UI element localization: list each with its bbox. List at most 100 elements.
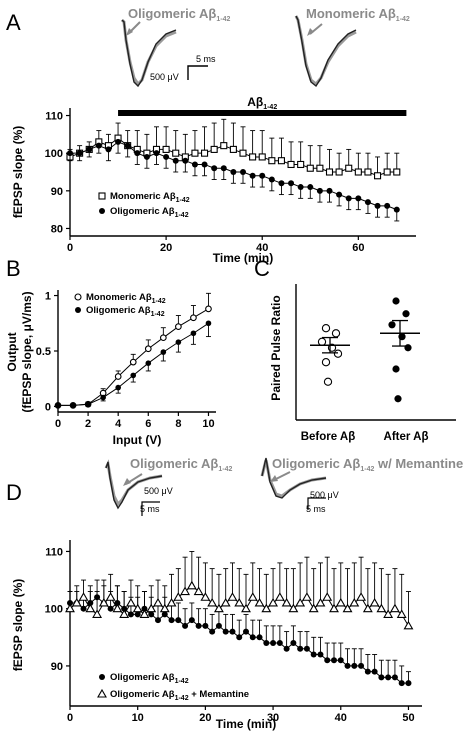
x-tick-label: 60 <box>352 242 364 254</box>
data-point <box>172 157 179 164</box>
panel-letter-c: C <box>254 256 270 281</box>
trace-title-oligomeric: Oligomeric Aβ1-42 <box>128 6 230 23</box>
data-point <box>215 622 222 629</box>
panel-letter-a: A <box>6 10 21 35</box>
y-tick-label: 1 <box>45 291 51 303</box>
data-point <box>249 153 257 161</box>
data-point <box>191 161 198 168</box>
data-point <box>326 187 333 194</box>
data-point <box>315 597 326 607</box>
trace-d-oligomeric-arrowhead <box>123 478 131 486</box>
legend-marker <box>98 192 106 200</box>
data-point <box>249 172 256 179</box>
data-point <box>107 605 114 612</box>
y-axis-title: Paired Pulse Ratio <box>269 295 283 400</box>
data-point <box>316 164 324 172</box>
data-point <box>70 402 76 409</box>
data-point <box>274 592 285 601</box>
y-axis-title: fEPSP slope (%) <box>11 579 25 671</box>
data-point <box>321 358 331 367</box>
data-point <box>371 668 378 675</box>
data-point <box>86 146 93 153</box>
data-point <box>115 138 122 145</box>
data-point <box>261 603 272 613</box>
data-point <box>322 592 333 601</box>
data-point <box>119 609 130 618</box>
data-point <box>67 150 73 157</box>
x-tick-label: 10 <box>132 712 144 724</box>
data-point <box>155 617 161 624</box>
data-point <box>85 401 91 408</box>
x-tick-label: 6 <box>145 418 151 430</box>
data-point <box>161 611 168 618</box>
x-tick-label: 10 <box>202 418 214 430</box>
data-point <box>358 662 365 669</box>
data-point <box>175 617 182 624</box>
data-point <box>355 195 362 202</box>
scalebar-d2-volt: 500 μV <box>310 490 339 500</box>
subscript: 1-42 <box>175 678 189 685</box>
data-point <box>398 680 405 687</box>
data-point <box>342 603 353 613</box>
data-point <box>98 597 109 607</box>
subscript: 1-42 <box>175 695 189 702</box>
subscript: 1-42 <box>152 298 166 305</box>
data-point <box>180 586 191 596</box>
data-point <box>190 314 197 322</box>
data-point <box>354 168 362 176</box>
trace-d-oligomeric-line-b <box>105 461 163 510</box>
data-point <box>207 597 218 607</box>
data-point <box>236 634 243 641</box>
data-point <box>394 395 402 403</box>
data-point <box>385 674 392 681</box>
data-point <box>227 592 238 601</box>
chart-b: 0 2 4 6 8 10 0 0.5 1 Output (fEPSP slope, μV/ms) In… <box>5 290 216 447</box>
data-point <box>321 324 331 333</box>
data-point <box>100 394 106 401</box>
data-point <box>229 145 237 153</box>
data-point <box>374 202 381 209</box>
data-point <box>374 172 382 180</box>
x-tick-label: 8 <box>175 418 181 430</box>
trace-monomeric-arrowhead <box>307 28 314 36</box>
data-point <box>383 168 391 176</box>
data-point <box>297 160 305 169</box>
data-point <box>92 609 103 618</box>
legend-label: Monomeric Aβ1-42 <box>86 292 166 305</box>
data-point <box>384 202 391 209</box>
data-point <box>317 337 327 346</box>
data-point <box>297 184 304 191</box>
data-point <box>188 617 195 624</box>
data-point <box>201 161 208 168</box>
suffix: + Memantine <box>189 689 249 700</box>
data-point <box>259 172 266 179</box>
data-point <box>112 603 123 613</box>
data-point <box>317 651 324 658</box>
data-point <box>182 622 189 629</box>
data-point <box>234 597 245 607</box>
data-point <box>200 592 211 601</box>
data-point <box>403 620 414 630</box>
y-axis-title: fEPSP slope (%) <box>11 126 25 218</box>
data-point <box>335 597 346 607</box>
data-point <box>283 645 290 652</box>
legend-marker <box>97 688 107 698</box>
trace-d-memantine-arrowhead <box>270 475 278 482</box>
data-point <box>115 384 121 391</box>
data-point <box>148 611 155 618</box>
data-point <box>402 310 410 318</box>
data-point <box>254 597 265 607</box>
scalebar-a <box>187 65 208 80</box>
data-point <box>310 651 317 658</box>
trace-oligomeric-line-b <box>121 19 177 88</box>
data-point <box>364 668 371 675</box>
data-point <box>191 149 199 157</box>
data-point <box>168 617 175 624</box>
data-point <box>345 195 352 202</box>
data-point <box>277 157 285 165</box>
data-point <box>344 662 351 669</box>
data-point <box>268 597 279 607</box>
data-point <box>129 358 137 366</box>
category-label: After Aβ <box>384 431 429 443</box>
data-point <box>278 180 285 187</box>
